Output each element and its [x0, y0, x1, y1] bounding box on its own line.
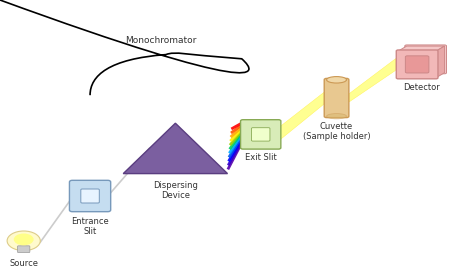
Text: Dispersing
Device: Dispersing Device — [153, 181, 198, 200]
Polygon shape — [123, 123, 228, 174]
FancyBboxPatch shape — [241, 120, 281, 149]
Text: Cuvette
(Sample holder): Cuvette (Sample holder) — [303, 122, 370, 141]
FancyBboxPatch shape — [405, 45, 447, 74]
Text: Source: Source — [9, 259, 38, 268]
FancyBboxPatch shape — [396, 50, 438, 79]
Ellipse shape — [327, 114, 346, 119]
FancyBboxPatch shape — [69, 180, 110, 212]
Ellipse shape — [327, 76, 346, 83]
Text: Exit Slit: Exit Slit — [245, 153, 276, 162]
Text: Detector: Detector — [403, 83, 440, 92]
FancyBboxPatch shape — [18, 246, 30, 253]
Circle shape — [14, 234, 34, 245]
Circle shape — [7, 231, 40, 251]
Text: Entrance
Slit: Entrance Slit — [71, 217, 109, 236]
Text: Monochromator: Monochromator — [126, 36, 197, 45]
Polygon shape — [398, 46, 445, 51]
Polygon shape — [279, 92, 324, 141]
Polygon shape — [349, 59, 396, 102]
FancyBboxPatch shape — [405, 56, 429, 73]
FancyBboxPatch shape — [252, 128, 270, 141]
FancyBboxPatch shape — [81, 189, 99, 203]
FancyBboxPatch shape — [324, 78, 349, 118]
Polygon shape — [436, 46, 445, 78]
